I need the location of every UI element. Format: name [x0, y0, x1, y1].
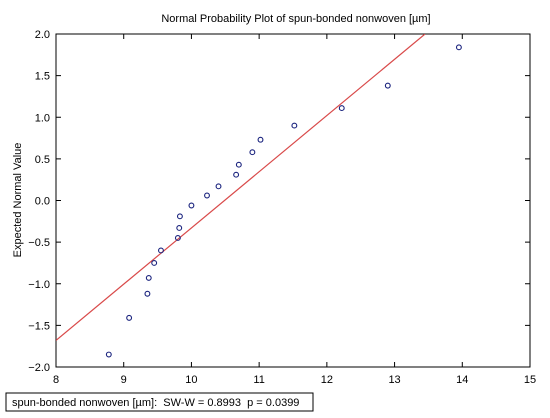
y-tick-label: 0.0 [35, 196, 50, 208]
y-tick-label: −2.0 [28, 362, 50, 374]
x-tick-label: 14 [456, 374, 468, 386]
data-point [144, 290, 151, 297]
x-tick-label: 12 [321, 374, 333, 386]
y-tick-label: 0.5 [35, 154, 50, 166]
x-tick-label: 8 [53, 374, 59, 386]
data-point [233, 171, 240, 178]
x-axis-ticks: 8 9 10 11 12 13 14 15 [53, 34, 536, 386]
chart-title: Normal Probability Plot of spun-bonded n… [161, 13, 430, 25]
plot-area-frame [55, 33, 531, 368]
y-axis-ticks: −2.0 −1.5 −1.0 −0.5 0.0 0.5 1.0 1.5 2.0 [28, 29, 530, 374]
data-point [235, 161, 242, 168]
data-point [158, 247, 164, 254]
data-point [215, 183, 222, 190]
data-point [151, 259, 158, 266]
x-tick-label: 10 [185, 374, 197, 386]
x-tick-label: 13 [388, 374, 400, 386]
y-axis-label: Expected Normal Value [12, 143, 24, 258]
x-tick-label: 9 [121, 374, 127, 386]
x-tick-label: 11 [253, 374, 264, 386]
y-tick-label: −1.0 [28, 279, 50, 291]
data-point [126, 314, 133, 321]
data-point [455, 44, 462, 51]
data-point [204, 192, 210, 199]
data-point [384, 82, 391, 89]
data-point [105, 351, 112, 358]
y-tick-label: 1.5 [35, 71, 50, 83]
data-point [249, 149, 256, 156]
data-point [291, 122, 298, 129]
y-tick-label: 1.0 [35, 112, 50, 124]
data-points-layer [105, 44, 462, 358]
data-point [176, 213, 183, 220]
y-tick-label: 2.0 [35, 29, 50, 41]
y-tick-label: −1.5 [28, 320, 50, 332]
data-point [145, 274, 152, 281]
x-tick-label: 15 [524, 374, 536, 386]
normal-fit-line [56, 34, 426, 341]
fit-line-layer [56, 34, 426, 341]
test-statistic-box [5, 392, 314, 412]
test-statistic-caption: spun-bonded nonwoven [µm]: SW-W = 0.8993… [12, 397, 299, 409]
data-point [176, 225, 183, 231]
data-point [257, 136, 264, 143]
y-tick-label: −0.5 [28, 237, 50, 249]
data-point [188, 202, 195, 209]
data-point [338, 105, 345, 112]
data-point [174, 235, 181, 241]
